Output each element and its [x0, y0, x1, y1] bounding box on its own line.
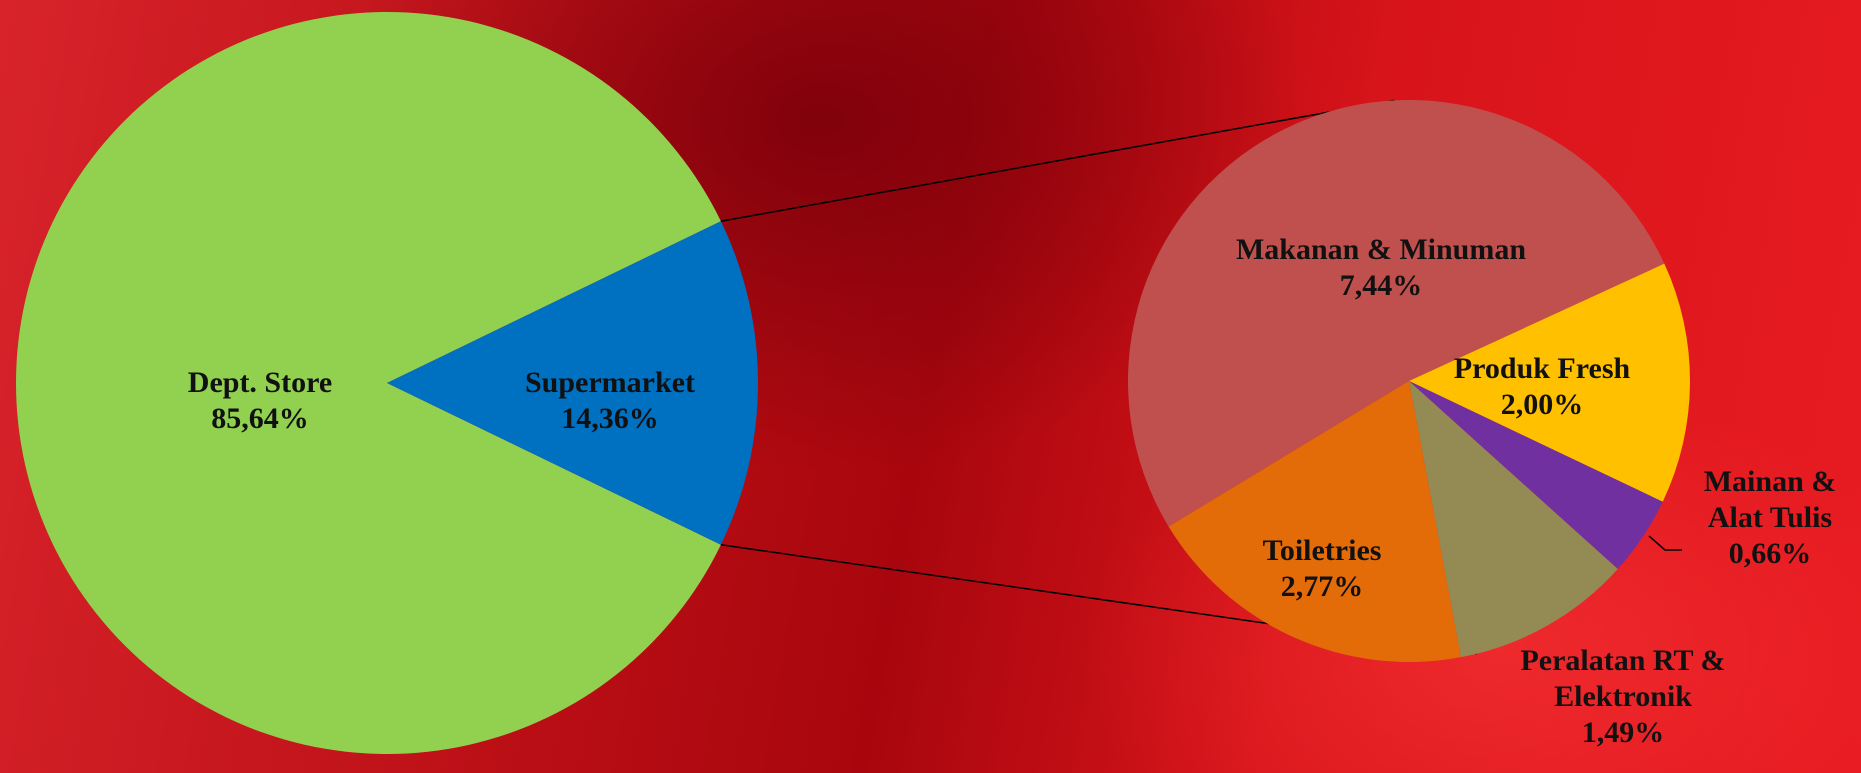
pie-slice: [1127, 99, 1665, 527]
value-label: 7,44%: [1339, 269, 1423, 302]
pie-slice: [1168, 381, 1461, 663]
value-label: 0,66%: [1728, 537, 1812, 570]
pie-slice: [1409, 381, 1618, 658]
category-label: Produk Fresh: [1453, 352, 1631, 385]
data-label: Supermarket 14,36%: [490, 365, 730, 437]
pie-slice: [1409, 381, 1663, 570]
data-label: Dept. Store 85,64%: [130, 365, 390, 437]
data-label: Toiletries 2,77%: [1222, 533, 1422, 605]
category-label: Toiletries: [1262, 534, 1382, 567]
category-label: Dept. Store: [187, 366, 333, 399]
pie-slice: [15, 11, 721, 754]
value-label: 2,00%: [1500, 388, 1584, 421]
category-label: Peralatan RT & Elektronik: [1520, 644, 1726, 713]
value-label: 2,77%: [1280, 570, 1364, 603]
leader-line: [1648, 535, 1682, 551]
data-label: Peralatan RT & Elektronik 1,49%: [1488, 643, 1758, 751]
data-label: Makanan & Minuman 7,44%: [1171, 232, 1591, 304]
category-label: Makanan & Minuman: [1235, 233, 1527, 266]
pie-slice: [387, 221, 758, 545]
category-label: Supermarket: [525, 366, 695, 399]
pie-slice: [1409, 263, 1690, 502]
data-label: Mainan & Alat Tulis 0,66%: [1690, 464, 1850, 572]
value-label: 85,64%: [211, 402, 309, 435]
category-label: Mainan & Alat Tulis: [1703, 465, 1837, 534]
value-label: 1,49%: [1581, 716, 1665, 749]
value-label: 14,36%: [561, 402, 659, 435]
connector-line: [720, 99, 1395, 222]
data-label: Produk Fresh 2,00%: [1422, 351, 1662, 423]
